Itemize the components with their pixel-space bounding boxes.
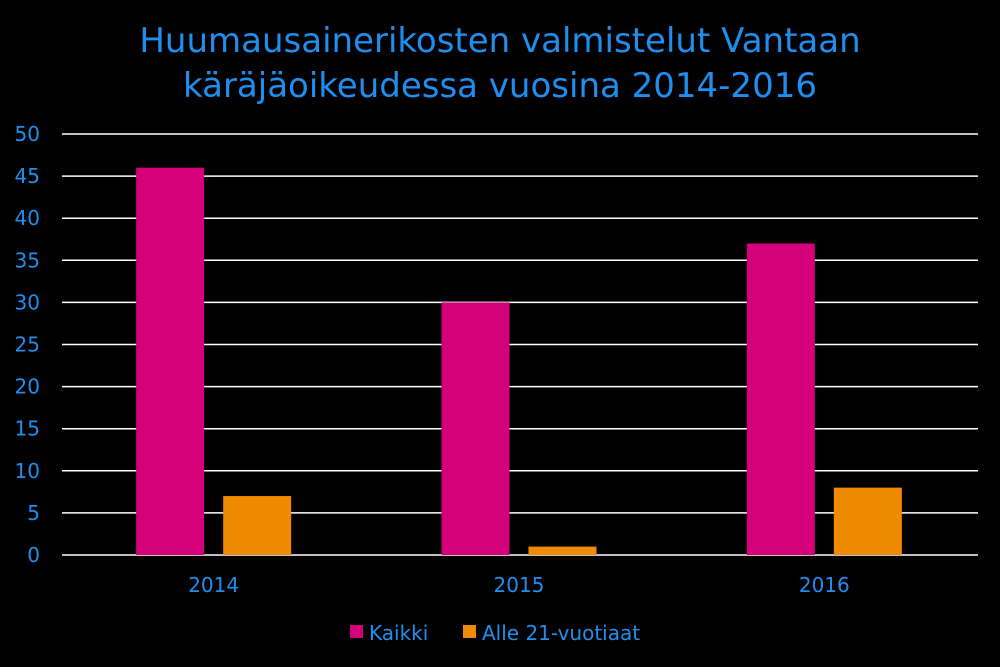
legend-label-kaikki: Kaikki bbox=[369, 621, 428, 645]
legend-label-alle-21-vuotiaat: Alle 21-vuotiaat bbox=[482, 621, 640, 645]
y-tick-label: 25 bbox=[15, 333, 40, 357]
y-tick-label: 45 bbox=[15, 164, 40, 188]
bar-kaikki-2015 bbox=[441, 302, 510, 555]
legend-swatch-kaikki bbox=[350, 625, 363, 638]
gridlines bbox=[62, 133, 978, 556]
y-tick-label: 15 bbox=[15, 417, 40, 441]
bars bbox=[136, 167, 902, 555]
y-tick-label: 50 bbox=[15, 122, 40, 146]
x-tick-label: 2015 bbox=[494, 573, 545, 597]
legend: Kaikki Alle 21-vuotiaat bbox=[350, 621, 640, 645]
legend-swatch-alle-21-vuotiaat bbox=[463, 625, 476, 638]
x-tick-label: 2014 bbox=[188, 573, 239, 597]
bar-alle-21-vuotiaat-2014 bbox=[223, 496, 292, 555]
y-tick-label: 35 bbox=[15, 248, 40, 272]
y-tick-label: 40 bbox=[15, 206, 40, 230]
bar-alle-21-vuotiaat-2015 bbox=[528, 546, 597, 555]
y-tick-label: 30 bbox=[15, 290, 40, 314]
x-axis-ticks: 2014 2015 2016 bbox=[188, 573, 850, 597]
chart-title-line-2: käräjäoikeudessa vuosina 2014-2016 bbox=[183, 66, 817, 106]
y-tick-label: 5 bbox=[27, 501, 40, 525]
y-axis-ticks: 0 5 10 15 20 25 30 35 40 45 50 bbox=[15, 122, 40, 567]
bar-alle-21-vuotiaat-2016 bbox=[833, 487, 902, 555]
bar-kaikki-2016 bbox=[746, 243, 815, 555]
bar-kaikki-2014 bbox=[136, 167, 205, 555]
x-tick-label: 2016 bbox=[799, 573, 850, 597]
y-tick-label: 20 bbox=[15, 375, 40, 399]
y-tick-label: 10 bbox=[15, 459, 40, 483]
chart-title-line-1: Huumausainerikosten valmistelut Vantaan bbox=[139, 21, 860, 61]
y-tick-label: 0 bbox=[27, 543, 40, 567]
